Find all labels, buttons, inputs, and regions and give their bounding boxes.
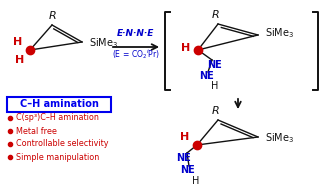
Text: H: H (181, 43, 191, 53)
Text: SiMe$_3$: SiMe$_3$ (265, 26, 295, 40)
Text: NE: NE (200, 71, 214, 81)
Text: E·N·N·E: E·N·N·E (117, 29, 155, 39)
Text: H: H (180, 132, 190, 142)
Text: C–H amination: C–H amination (20, 99, 99, 109)
Text: SiMe$_3$: SiMe$_3$ (90, 36, 118, 50)
Text: R: R (212, 106, 220, 116)
Text: NE: NE (181, 165, 195, 175)
Text: R: R (212, 10, 220, 20)
Text: Metal free: Metal free (16, 126, 57, 136)
Text: C(sp³)C–H amination: C(sp³)C–H amination (16, 114, 99, 122)
Text: H: H (14, 37, 23, 47)
Text: (E = CO$_2$$^i$Pr): (E = CO$_2$$^i$Pr) (112, 47, 160, 61)
Text: NE: NE (208, 60, 223, 70)
Text: R: R (49, 11, 57, 21)
Text: H: H (192, 176, 200, 186)
FancyBboxPatch shape (6, 97, 111, 112)
Text: Simple manipulation: Simple manipulation (16, 153, 99, 161)
Text: H: H (15, 55, 24, 65)
Text: H: H (211, 81, 219, 91)
Text: NE: NE (177, 153, 191, 163)
Text: SiMe$_3$: SiMe$_3$ (265, 131, 295, 145)
Text: Controllable selectivity: Controllable selectivity (16, 139, 109, 149)
